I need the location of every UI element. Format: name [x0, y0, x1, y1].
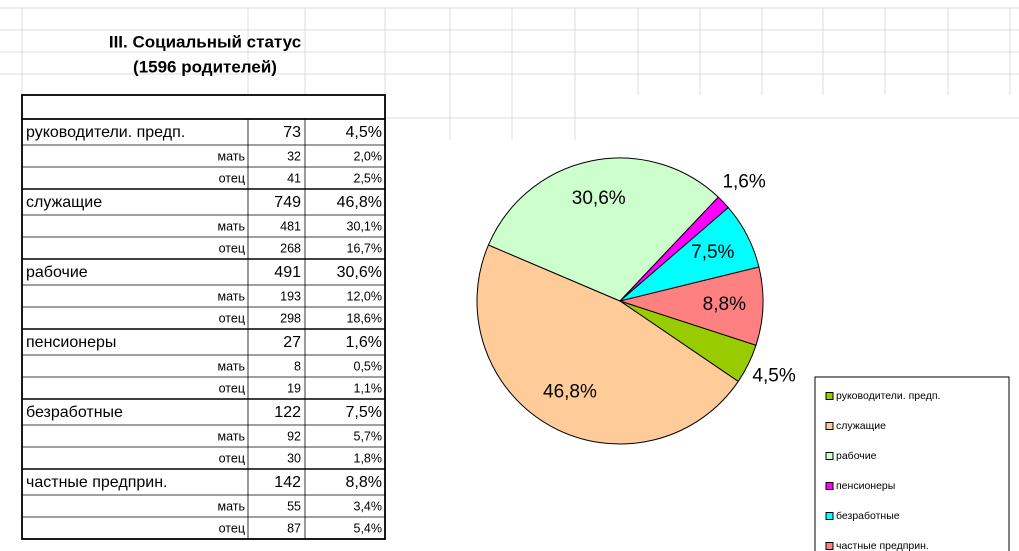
legend-swatch — [825, 512, 834, 520]
pie-label: 7,5% — [691, 242, 734, 263]
row-label: отец — [219, 311, 245, 325]
row-percent: 1,8% — [354, 451, 383, 465]
legend-box — [814, 376, 1010, 551]
group-label: руководители. предп. — [26, 124, 185, 141]
group-count: 491 — [274, 264, 301, 281]
row-count: 41 — [287, 171, 301, 185]
row-percent: 3,4% — [354, 499, 383, 513]
legend-swatch — [825, 482, 834, 490]
legend-label: руководители. предп. — [836, 390, 940, 402]
title-line: III. Социальный статус — [109, 32, 301, 51]
row-label: отец — [219, 241, 245, 255]
legend-swatch — [825, 452, 834, 460]
legend-swatch — [825, 422, 834, 430]
row-label: мать — [217, 289, 245, 303]
row-percent: 1,1% — [354, 381, 383, 395]
row-count: 87 — [287, 521, 301, 535]
row-count: 298 — [280, 311, 301, 325]
table-border — [21, 94, 386, 540]
group-label: безработные — [26, 404, 123, 421]
row-label: мать — [217, 429, 245, 443]
row-count: 193 — [280, 289, 301, 303]
pie-label: 4,5% — [752, 366, 795, 387]
row-label: отец — [219, 171, 245, 185]
row-percent: 16,7% — [347, 241, 382, 255]
row-label: мать — [217, 219, 245, 233]
legend-label: частные предприн. — [836, 540, 929, 551]
pie-label: 1,6% — [722, 171, 765, 192]
row-count: 8 — [294, 359, 301, 373]
row-label: мать — [217, 149, 245, 163]
group-label: частные предприн. — [26, 474, 167, 491]
group-percent: 7,5% — [346, 404, 382, 421]
group-label: служащие — [26, 194, 102, 211]
pie-label: 8,8% — [703, 294, 746, 315]
row-count: 268 — [280, 241, 301, 255]
row-count: 30 — [287, 451, 301, 465]
row-percent: 0,5% — [354, 359, 383, 373]
row-count: 19 — [287, 381, 301, 395]
group-count: 122 — [274, 404, 301, 421]
group-count: 142 — [274, 474, 301, 491]
pie-slice — [487, 157, 720, 302]
row-percent: 2,0% — [354, 149, 383, 163]
legend-label: безработные — [836, 510, 900, 522]
row-percent: 30,1% — [347, 219, 382, 233]
row-count: 55 — [287, 499, 301, 513]
title-line: (1596 родителей) — [133, 57, 277, 76]
group-percent: 8,8% — [346, 474, 382, 491]
legend-label: служащие — [836, 420, 886, 432]
row-label: мать — [217, 499, 245, 513]
group-percent: 4,5% — [346, 124, 382, 141]
row-count: 481 — [280, 219, 301, 233]
row-percent: 18,6% — [347, 311, 382, 325]
group-percent: 46,8% — [337, 194, 382, 211]
group-count: 73 — [283, 124, 301, 141]
row-label: мать — [217, 359, 245, 373]
row-count: 92 — [287, 429, 301, 443]
row-percent: 2,5% — [354, 171, 383, 185]
row-label: отец — [219, 381, 245, 395]
group-count: 27 — [283, 334, 301, 351]
group-percent: 1,6% — [346, 334, 382, 351]
legend-label: рабочие — [836, 450, 877, 462]
group-label: пенсионеры — [26, 334, 116, 351]
group-percent: 30,6% — [337, 264, 382, 281]
pie-slice — [618, 266, 764, 346]
row-percent: 12,0% — [347, 289, 382, 303]
legend-label: пенсионеры — [836, 480, 895, 492]
row-label: отец — [219, 451, 245, 465]
legend-swatch — [825, 392, 834, 400]
row-label: отец — [219, 521, 245, 535]
legend-swatch — [825, 542, 834, 550]
row-count: 32 — [287, 149, 301, 163]
pie-label: 30,6% — [572, 188, 626, 209]
pie-label: 46,8% — [543, 382, 597, 403]
group-label: рабочие — [26, 264, 88, 281]
group-count: 749 — [274, 194, 301, 211]
pie-slice — [476, 244, 739, 445]
row-percent: 5,7% — [354, 429, 383, 443]
row-percent: 5,4% — [354, 521, 383, 535]
